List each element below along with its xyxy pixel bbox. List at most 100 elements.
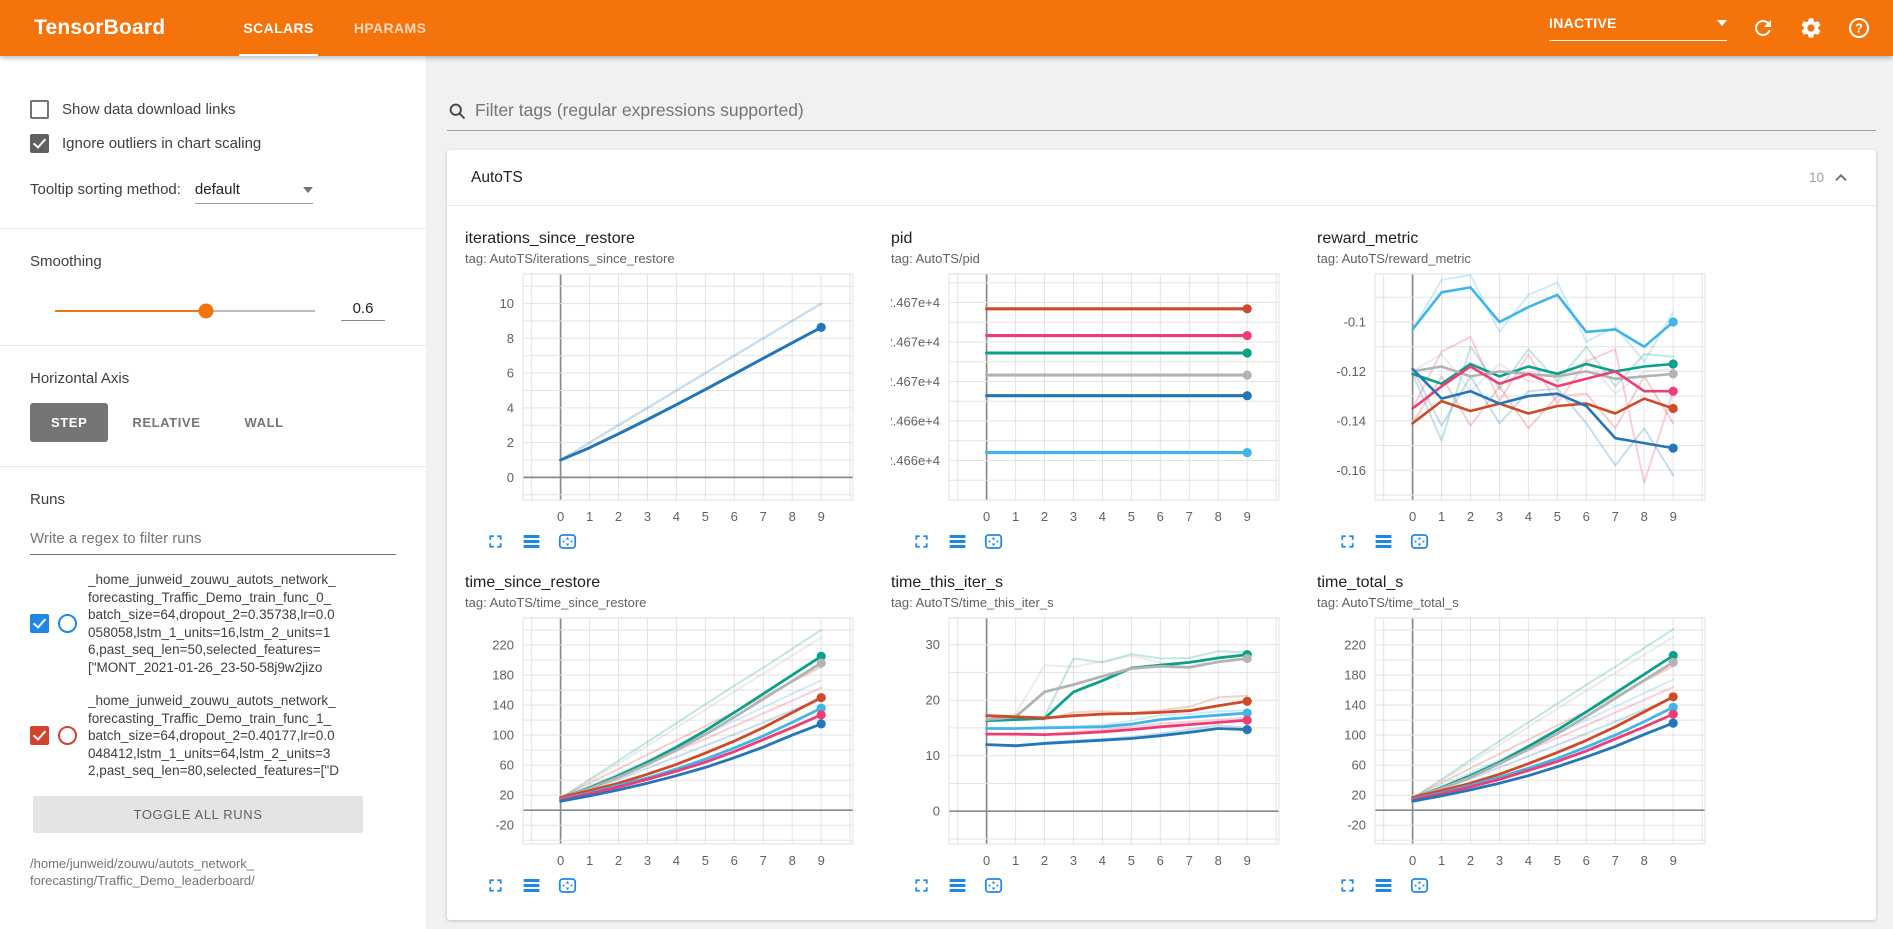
svg-text:2: 2 [507, 435, 514, 450]
svg-text:7: 7 [760, 509, 767, 524]
chart-tag: tag: AutoTS/time_since_restore [465, 595, 647, 610]
svg-text:5: 5 [702, 509, 709, 524]
run-checkbox[interactable] [30, 614, 49, 633]
tab-scalars[interactable]: SCALARS [239, 0, 319, 56]
card-title: AutoTS [471, 168, 523, 186]
fit-domain-icon[interactable] [557, 531, 578, 552]
ignore-outliers-row[interactable]: Ignore outliers in chart scaling [30, 134, 396, 153]
ignore-outliers-label: Ignore outliers in chart scaling [62, 135, 262, 152]
show-download-links-checkbox[interactable] [30, 100, 49, 119]
show-download-links-row[interactable]: Show data download links [30, 100, 396, 119]
toggle-all-runs-button[interactable]: TOGGLE ALL RUNS [33, 795, 363, 833]
tag-filter-input[interactable] [475, 100, 1876, 121]
chart-plot[interactable]: 30 20 10 0 0 1 2 3 4 5 6 7 8 9 [891, 612, 1291, 874]
runs-menu-icon[interactable] [521, 531, 542, 552]
fit-domain-icon[interactable] [1409, 531, 1430, 552]
svg-text:0: 0 [933, 804, 940, 819]
svg-text:5: 5 [1554, 853, 1561, 868]
ignore-outliers-checkbox[interactable] [30, 134, 49, 153]
run-solo-radio[interactable] [58, 726, 77, 746]
smoothing-slider[interactable] [55, 303, 315, 318]
chart-plot[interactable]: 220 180 140 100 60 20 -20 0 1 2 3 4 5 6 7 8 9 [465, 612, 865, 874]
tab-hparams[interactable]: HPARAMS [353, 20, 427, 36]
expand-chart-icon[interactable] [911, 531, 932, 552]
chart-title: time_total_s [1317, 574, 1404, 591]
svg-text:9: 9 [1244, 509, 1251, 524]
haxis-step-button[interactable]: STEP [30, 403, 109, 442]
runs-menu-icon[interactable] [521, 875, 542, 896]
app-header: TensorBoard SCALARS HPARAMS INACTIVE ? [0, 0, 1893, 56]
smoothing-slider-handle[interactable] [198, 303, 214, 318]
expand-chart-icon[interactable] [911, 875, 932, 896]
smoothing-value[interactable]: 0.6 [341, 300, 385, 321]
svg-text:9: 9 [1244, 853, 1251, 868]
chart-tag: tag: AutoTS/iterations_since_restore [465, 251, 675, 266]
expand-chart-icon[interactable] [1337, 875, 1358, 896]
refresh-icon[interactable] [1751, 16, 1775, 40]
svg-text:7: 7 [1186, 509, 1193, 524]
svg-text:9: 9 [1670, 853, 1677, 868]
runs-menu-icon[interactable] [1373, 531, 1394, 552]
svg-text:2: 2 [1467, 509, 1474, 524]
svg-text:180: 180 [492, 668, 514, 683]
log-directory-path: /home/junweid/zouwu/autots_network_ fore… [30, 855, 255, 888]
svg-text:1: 1 [1438, 509, 1445, 524]
collapse-chevron-up-icon[interactable] [1830, 167, 1852, 189]
haxis-relative-button[interactable]: RELATIVE [112, 403, 220, 442]
autots-card-header[interactable]: AutoTS 10 [447, 150, 1876, 206]
fit-domain-icon[interactable] [983, 875, 1004, 896]
run-solo-radio[interactable] [58, 614, 77, 633]
chart-plot[interactable]: 0 2 4 6 8 10 0 1 2 3 4 5 6 7 8 9 [465, 268, 865, 530]
tooltip-sorting-select[interactable]: default [194, 181, 313, 204]
settings-gear-icon[interactable] [1799, 16, 1823, 40]
haxis-wall-button[interactable]: WALL [224, 403, 303, 442]
runs-menu-icon[interactable] [947, 875, 968, 896]
svg-text:2: 2 [1467, 853, 1474, 868]
chart-plot[interactable]: -0.1 -0.12 -0.14 -0.16 0 1 2 3 4 5 6 7 8 9 [1317, 268, 1717, 530]
expand-chart-icon[interactable] [485, 875, 506, 896]
svg-text:0: 0 [983, 853, 990, 868]
svg-text:3: 3 [1070, 853, 1077, 868]
chart-plot[interactable]: 2.467e+4 2.467e+4 2.467e+4 2.466e+4 2.466e+4… [891, 268, 1291, 530]
svg-text:0: 0 [557, 853, 564, 868]
svg-text:0: 0 [1409, 509, 1416, 524]
svg-text:0: 0 [557, 509, 564, 524]
svg-text:-0.1: -0.1 [1344, 315, 1366, 330]
sidebar: Show data download links Ignore outliers… [0, 56, 426, 929]
fit-domain-icon[interactable] [557, 875, 578, 896]
expand-chart-icon[interactable] [485, 531, 506, 552]
run-item[interactable]: _home_junweid_zouwu_autots_network_ fore… [30, 571, 400, 676]
svg-text:4: 4 [1099, 853, 1106, 868]
runs-filter-input[interactable] [30, 522, 396, 555]
svg-text:4: 4 [673, 509, 680, 524]
runs-menu-icon[interactable] [947, 531, 968, 552]
svg-text:0: 0 [1409, 853, 1416, 868]
svg-text:10: 10 [926, 748, 940, 763]
runs-menu-icon[interactable] [1373, 875, 1394, 896]
chart-title: pid [891, 230, 913, 247]
svg-text:2: 2 [1041, 509, 1048, 524]
svg-text:4: 4 [1525, 509, 1532, 524]
chart-card: time_total_s tag: AutoTS/time_total_s 220 1… [1317, 574, 1743, 896]
fit-domain-icon[interactable] [1409, 875, 1430, 896]
fit-domain-icon[interactable] [983, 531, 1004, 552]
status-dropdown[interactable]: INACTIVE [1549, 15, 1727, 41]
chart-tag: tag: AutoTS/reward_metric [1317, 251, 1471, 266]
help-icon[interactable]: ? [1847, 16, 1871, 40]
svg-text:7: 7 [1612, 853, 1619, 868]
svg-text:100: 100 [492, 728, 514, 743]
svg-text:8: 8 [1641, 853, 1648, 868]
chart-plot[interactable]: 220 180 140 100 60 20 -20 0 1 2 3 4 5 6 7 8 9 [1317, 612, 1717, 874]
svg-text:-20: -20 [495, 818, 514, 833]
divider [0, 466, 426, 467]
svg-text:20: 20 [926, 693, 940, 708]
tooltip-sorting-row: Tooltip sorting method: default [30, 181, 396, 204]
run-checkbox[interactable] [30, 726, 49, 746]
run-item[interactable]: _home_junweid_zouwu_autots_network_ fore… [30, 692, 400, 780]
svg-text:4: 4 [507, 400, 514, 415]
svg-text:6: 6 [1157, 509, 1164, 524]
expand-chart-icon[interactable] [1337, 531, 1358, 552]
svg-text:100: 100 [1344, 728, 1366, 743]
